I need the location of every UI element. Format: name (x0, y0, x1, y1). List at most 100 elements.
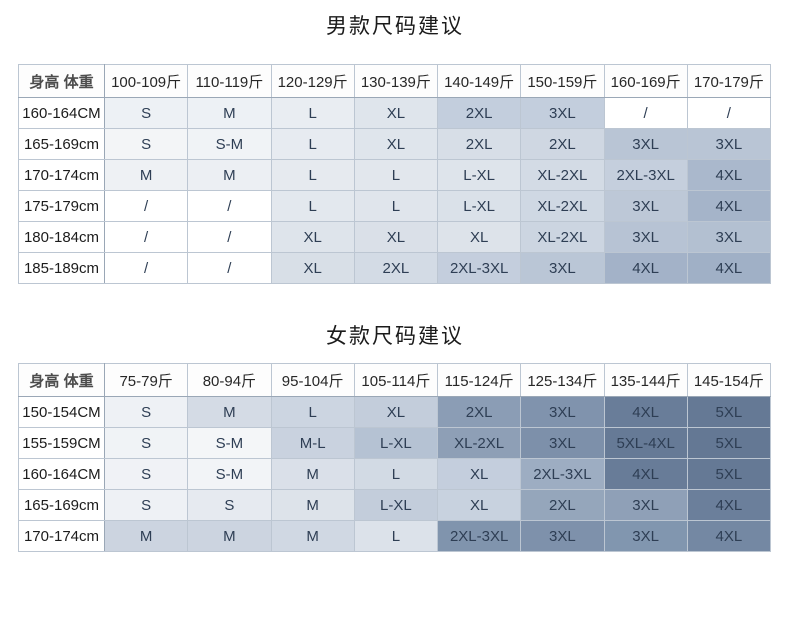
size-cell: L-XL (436, 159, 522, 191)
size-cell: / (603, 97, 688, 129)
weight-header-cell: 110-119斤 (187, 64, 272, 98)
size-cell: XL (436, 458, 522, 490)
size-cell: L (270, 190, 355, 222)
men-size-table: 身高 体重 100-109斤 110-119斤 120-129斤 130-139斤 140… (18, 64, 772, 284)
size-cell: S-M (187, 128, 272, 160)
size-cell: 3XL (520, 252, 605, 284)
size-cell: 2XL (520, 489, 605, 521)
height-header-cell: 185-189cm (18, 252, 105, 284)
size-cell: 4XL (686, 190, 772, 222)
size-cell: L (353, 190, 439, 222)
women-size-table: 身高 体重 75-79斤 80-94斤 95-104斤 105-114斤 115-124斤… (18, 363, 772, 552)
size-cell: XL-2XL (520, 190, 605, 222)
size-cell: 2XL (353, 252, 439, 284)
header-row: 身高 体重 75-79斤 80-94斤 95-104斤 105-114斤 115-124斤… (18, 363, 772, 397)
size-cell: 3XL (686, 221, 772, 253)
size-cell: S (103, 489, 189, 521)
weight-header-cell: 145-154斤 (686, 363, 772, 397)
height-header-cell: 165-169cm (18, 128, 105, 160)
size-cell: M-L (270, 427, 355, 459)
size-cell: 3XL (520, 97, 605, 129)
size-cell: S (103, 458, 189, 490)
size-cell: / (187, 221, 272, 253)
height-header-cell: 150-154CM (18, 396, 105, 428)
weight-header-cell: 115-124斤 (436, 363, 522, 397)
weight-header-cell: 130-139斤 (353, 64, 439, 98)
size-table-row: 170-174cm M M M L 2XL-3XL 3XL 3XL 4XL (18, 520, 772, 552)
size-cell: L (353, 159, 439, 191)
size-cell: 5XL (686, 458, 772, 490)
size-cell: XL-2XL (520, 159, 605, 191)
weight-header-cell: 140-149斤 (436, 64, 522, 98)
size-cell: XL (353, 128, 439, 160)
size-cell: XL (353, 97, 439, 129)
height-header-cell: 170-174cm (18, 159, 105, 191)
weight-header-cell: 100-109斤 (103, 64, 189, 98)
size-cell: / (187, 190, 272, 222)
weight-header-cell: 75-79斤 (103, 363, 189, 397)
weight-header-cell: 170-179斤 (686, 64, 772, 98)
size-cell: 3XL (603, 489, 688, 521)
size-table-row: 165-169cm S S-M L XL 2XL 2XL 3XL 3XL (18, 128, 772, 160)
size-cell: S (103, 396, 189, 428)
header-row: 身高 体重 100-109斤 110-119斤 120-129斤 130-139斤 140… (18, 64, 772, 98)
size-cell: 5XL-4XL (603, 427, 688, 459)
size-cell: 2XL-3XL (436, 252, 522, 284)
size-cell: 5XL (686, 427, 772, 459)
size-table-row: 180-184cm / / XL XL XL XL-2XL 3XL 3XL (18, 221, 772, 253)
size-cell: M (103, 159, 189, 191)
weight-header-cell: 160-169斤 (603, 64, 688, 98)
size-cell: M (187, 396, 272, 428)
women-size-table-title: 女款尺码建议 (326, 325, 464, 348)
size-table-row: 160-164CM S M L XL 2XL 3XL / / (18, 97, 772, 129)
size-cell: M (270, 520, 355, 552)
weight-header-cell: 120-129斤 (270, 64, 355, 98)
size-table-row: 170-174cm M M L L L-XL XL-2XL 2XL-3XL 4XL (18, 159, 772, 191)
size-cell: 2XL-3XL (520, 458, 605, 490)
size-cell: 3XL (603, 221, 688, 253)
size-cell: S (187, 489, 272, 521)
size-cell: 4XL (603, 396, 688, 428)
size-cell: XL (270, 221, 355, 253)
size-cell: 3XL (520, 520, 605, 552)
size-cell: 5XL (686, 396, 772, 428)
weight-header-cell: 150-159斤 (520, 64, 605, 98)
size-cell: 2XL-3XL (436, 520, 522, 552)
weight-header-cell: 105-114斤 (353, 363, 439, 397)
size-cell: 4XL (686, 252, 772, 284)
weight-header-cell: 95-104斤 (270, 363, 355, 397)
size-cell: 2XL-3XL (603, 159, 688, 191)
size-cell: 3XL (520, 396, 605, 428)
size-table-row: 155-159CM S S-M M-L L-XL XL-2XL 3XL 5XL-4XL 5XL (18, 427, 772, 459)
size-cell: 3XL (603, 190, 688, 222)
size-cell: S-M (187, 427, 272, 459)
size-cell: L (353, 458, 439, 490)
size-cell: XL (270, 252, 355, 284)
women-size-table-body: 150-154CM S M L XL 2XL 3XL 4XL 5XL 155-159CM S S-M M… (18, 396, 772, 552)
size-table-row: 175-179cm / / L L L-XL XL-2XL 3XL 4XL (18, 190, 772, 222)
size-cell: L (270, 159, 355, 191)
men-size-table-header: 身高 体重 100-109斤 110-119斤 120-129斤 130-139斤 140… (18, 64, 772, 98)
size-cell: 2XL (436, 97, 522, 129)
size-cell: 4XL (603, 252, 688, 284)
size-cell: XL-2XL (436, 427, 522, 459)
size-table-row: 150-154CM S M L XL 2XL 3XL 4XL 5XL (18, 396, 772, 428)
women-size-table-header: 身高 体重 75-79斤 80-94斤 95-104斤 105-114斤 115-124斤… (18, 363, 772, 397)
size-cell: XL (436, 489, 522, 521)
height-header-cell: 165-169cm (18, 489, 105, 521)
size-table-row: 160-164CM S S-M M L XL 2XL-3XL 4XL 5XL (18, 458, 772, 490)
size-cell: M (187, 159, 272, 191)
size-cell: L (270, 97, 355, 129)
size-table-row: 165-169cm S S M L-XL XL 2XL 3XL 4XL (18, 489, 772, 521)
weight-header-cell: 80-94斤 (187, 363, 272, 397)
size-cell: / (103, 252, 189, 284)
size-cell: M (187, 97, 272, 129)
size-cell: XL (353, 221, 439, 253)
size-cell: XL (353, 396, 439, 428)
size-cell: 4XL (603, 458, 688, 490)
size-cell: 3XL (603, 520, 688, 552)
size-cell: / (103, 190, 189, 222)
size-cell: XL (436, 221, 522, 253)
size-cell: S (103, 97, 189, 129)
